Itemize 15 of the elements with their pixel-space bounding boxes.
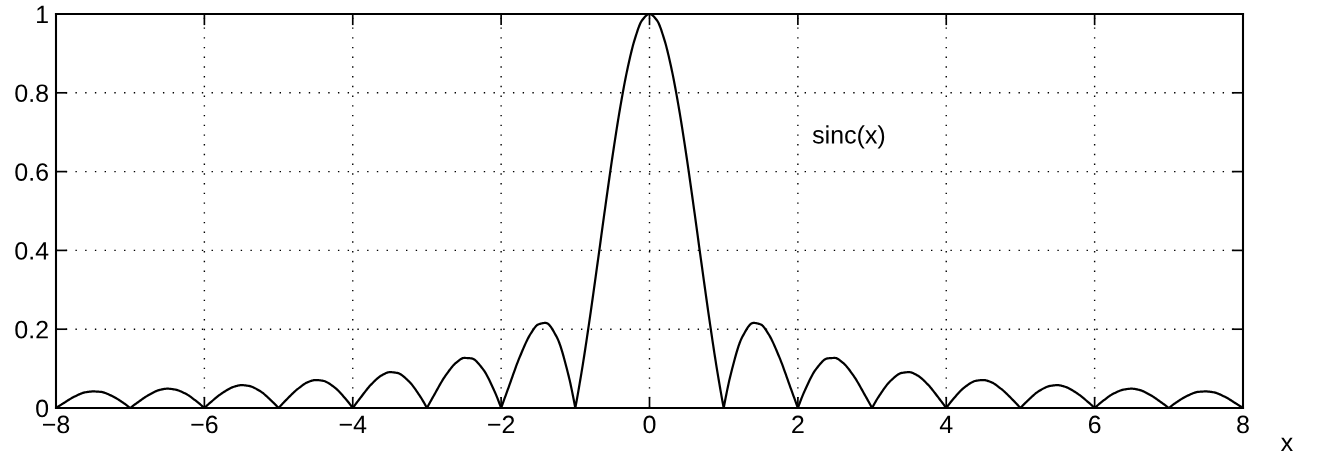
x-tick-label: −2	[488, 415, 515, 434]
y-tick-label: 1	[37, 5, 48, 24]
annotation: sinc(x)	[812, 125, 885, 149]
x-tick-label: 0	[643, 415, 656, 434]
y-tick-label: 0.6	[15, 163, 48, 181]
y-tick-label: 0.2	[15, 320, 48, 339]
x-tick-label: 4	[939, 415, 953, 434]
x-tick-label: −4	[339, 415, 367, 434]
y-tick-label: 0.4	[15, 242, 49, 260]
x-tick-label: 2	[792, 415, 804, 434]
y-tick-label: 0.8	[15, 84, 48, 103]
x-axis-title: x	[1280, 437, 1293, 451]
x-tick-label: 8	[1237, 415, 1249, 434]
x-tick-label: 6	[1088, 415, 1101, 434]
x-tick-label: −6	[191, 415, 218, 434]
